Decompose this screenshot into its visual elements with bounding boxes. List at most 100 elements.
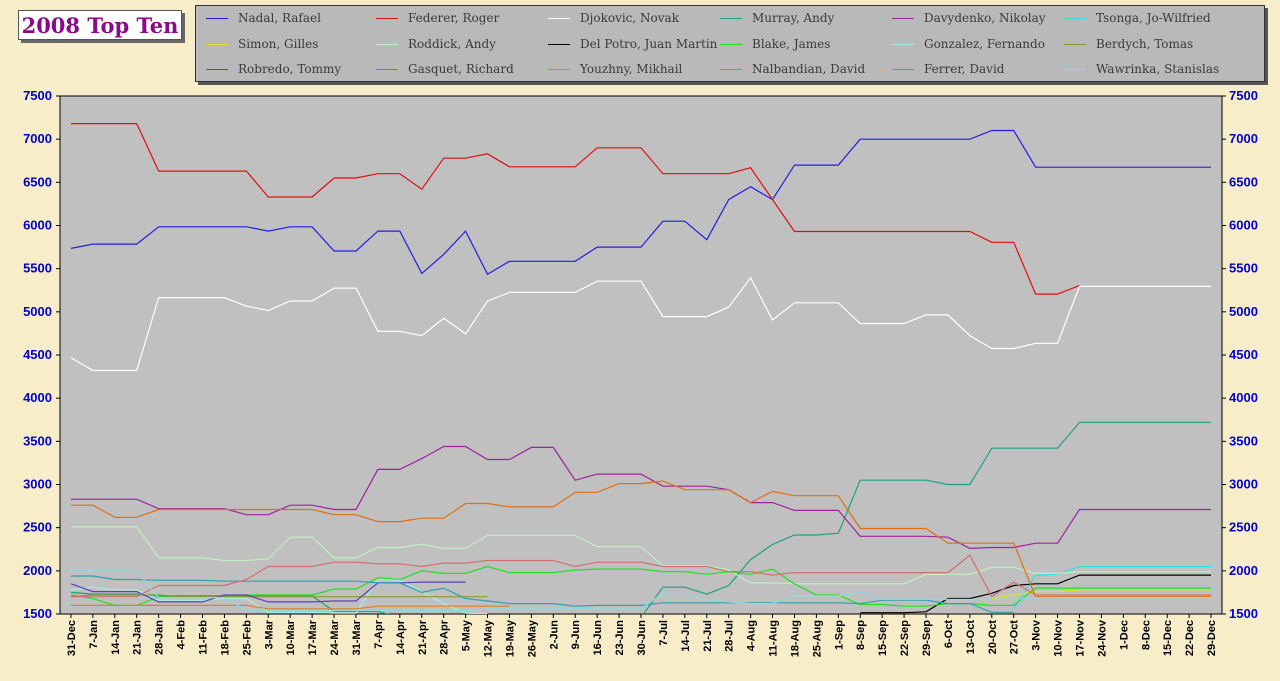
series-17 (71, 570, 1211, 612)
x-tick-label: 1-Sep (833, 620, 845, 650)
legend-swatch (1064, 69, 1086, 70)
legend-label: Robredo, Tommy (238, 62, 342, 76)
y-tick-label-left: 5500 (23, 261, 52, 276)
series-13 (71, 575, 1014, 613)
series-0 (70, 129, 1211, 276)
y-tick-label-left: 6000 (23, 218, 52, 233)
x-tick-label: 4-Aug (746, 620, 758, 651)
y-tick-label-left: 3000 (23, 477, 52, 492)
x-tick-label: 26-May (526, 619, 538, 657)
y-tick-label-right: 5000 (1229, 304, 1258, 319)
legend-swatch (376, 18, 398, 19)
y-tick-label-right: 1500 (1229, 606, 1258, 621)
x-tick-label: 21-Jul (702, 620, 714, 652)
x-tick-label: 28-Jan (154, 620, 166, 655)
series-2 (70, 276, 1211, 372)
x-tick-label: 15-Dec (1162, 620, 1174, 656)
legend-swatch (720, 44, 742, 45)
legend-swatch (206, 18, 228, 19)
x-tick-label: 30-Jun (636, 620, 648, 656)
legend-label: Ferrer, David (924, 62, 1005, 76)
series-7 (71, 526, 1211, 585)
legend-swatch (376, 44, 398, 45)
x-tick-label: 14-Jul (680, 620, 692, 652)
x-tick-label: 18-Feb (219, 620, 231, 656)
y-tick-label-left: 1500 (23, 606, 52, 621)
x-tick-label: 14-Jan (110, 620, 122, 655)
series-line (71, 123, 1080, 295)
series-8 (860, 574, 1211, 614)
legend-swatch (892, 69, 914, 70)
series-line (1013, 565, 1211, 610)
y-tick-label-right: 2500 (1229, 520, 1258, 535)
legend-swatch (1064, 44, 1086, 45)
series-line (70, 421, 1211, 614)
x-tick-label: 29-Dec (1206, 620, 1218, 656)
legend-swatch (1064, 18, 1086, 19)
legend-swatch (548, 44, 570, 45)
y-tick-label-left: 7500 (23, 88, 52, 103)
x-tick-label: 11-Aug (768, 620, 780, 657)
x-tick-label: 24-Mar (329, 619, 341, 655)
series-line (70, 578, 488, 614)
x-tick-label: 21-Jan (132, 620, 144, 655)
x-tick-label: 9-Jun (570, 620, 582, 650)
x-tick-label: 24-Nov (1096, 619, 1108, 657)
x-tick-label: 7-Jul (658, 620, 670, 646)
x-tick-label: 19-May (504, 619, 516, 657)
y-tick-label-right: 4000 (1229, 390, 1258, 405)
y-tick-label-left: 2500 (23, 520, 52, 535)
x-tick-label: 8-Sep (855, 620, 867, 650)
y-tick-label-right: 4500 (1229, 347, 1258, 362)
legend-label: Nalbandian, David (752, 62, 866, 76)
series-5 (1013, 565, 1211, 610)
x-tick-label: 10-Nov (1053, 619, 1065, 657)
x-tick-label: 4-Feb (176, 620, 188, 650)
y-tick-label-right: 6500 (1229, 174, 1258, 189)
x-tick-label: 29-Sep (921, 620, 933, 656)
y-tick-label-right: 3000 (1229, 477, 1258, 492)
y-tick-label-left: 4500 (23, 347, 52, 362)
series-line (71, 575, 1014, 613)
legend-swatch (548, 18, 570, 19)
series-1 (71, 123, 1080, 295)
legend-label: Berdych, Tomas (1096, 37, 1194, 51)
series-line (70, 276, 1211, 372)
y-tick-label-right: 7000 (1229, 131, 1258, 146)
chart-title: 2008 Top Ten (18, 10, 182, 40)
legend-label: Wawrinka, Stanislas (1096, 62, 1220, 76)
legend-label: Murray, Andy (752, 11, 835, 25)
x-tick-label: 17-Nov (1074, 619, 1086, 657)
y-tick-label-left: 7000 (23, 131, 52, 146)
y-tick-label-right: 6000 (1229, 218, 1258, 233)
series-line (71, 604, 510, 610)
x-tick-label: 6-Oct (943, 620, 955, 648)
y-tick-label-right: 2000 (1229, 563, 1258, 578)
chart-legend: Nadal, Rafael Federer, Roger Djokovic, Nov… (195, 5, 1265, 82)
y-tick-label-right: 7500 (1229, 88, 1258, 103)
x-tick-label: 8-Dec (1140, 620, 1152, 650)
legend-swatch (206, 69, 228, 70)
x-tick-label: 14-Apr (395, 619, 407, 655)
x-tick-label: 31-Dec (66, 620, 78, 656)
y-tick-label-right: 3500 (1229, 433, 1258, 448)
legend-label: Federer, Roger (408, 11, 500, 25)
x-tick-label: 12-May (483, 619, 495, 657)
series-line (70, 565, 1211, 607)
x-tick-label: 25-Aug (811, 620, 823, 657)
y-tick-label-left: 6500 (23, 174, 52, 189)
legend-label: Tsonga, Jo-Wilfried (1096, 11, 1211, 25)
legend-swatch (892, 18, 914, 19)
x-tick-label: 15-Sep (877, 620, 889, 656)
legend-label: Youzhny, Mikhail (580, 62, 683, 76)
series-line (71, 445, 1211, 550)
series-line (71, 570, 1211, 612)
legend-label: Djokovic, Novak (580, 11, 679, 25)
legend-swatch (376, 69, 398, 70)
legend-swatch (892, 44, 914, 45)
legend-label: Simon, Gilles (238, 37, 319, 51)
x-tick-label: 22-Sep (899, 620, 911, 656)
x-tick-label: 7-Apr (373, 619, 385, 648)
x-tick-label: 23-Jun (614, 620, 626, 656)
